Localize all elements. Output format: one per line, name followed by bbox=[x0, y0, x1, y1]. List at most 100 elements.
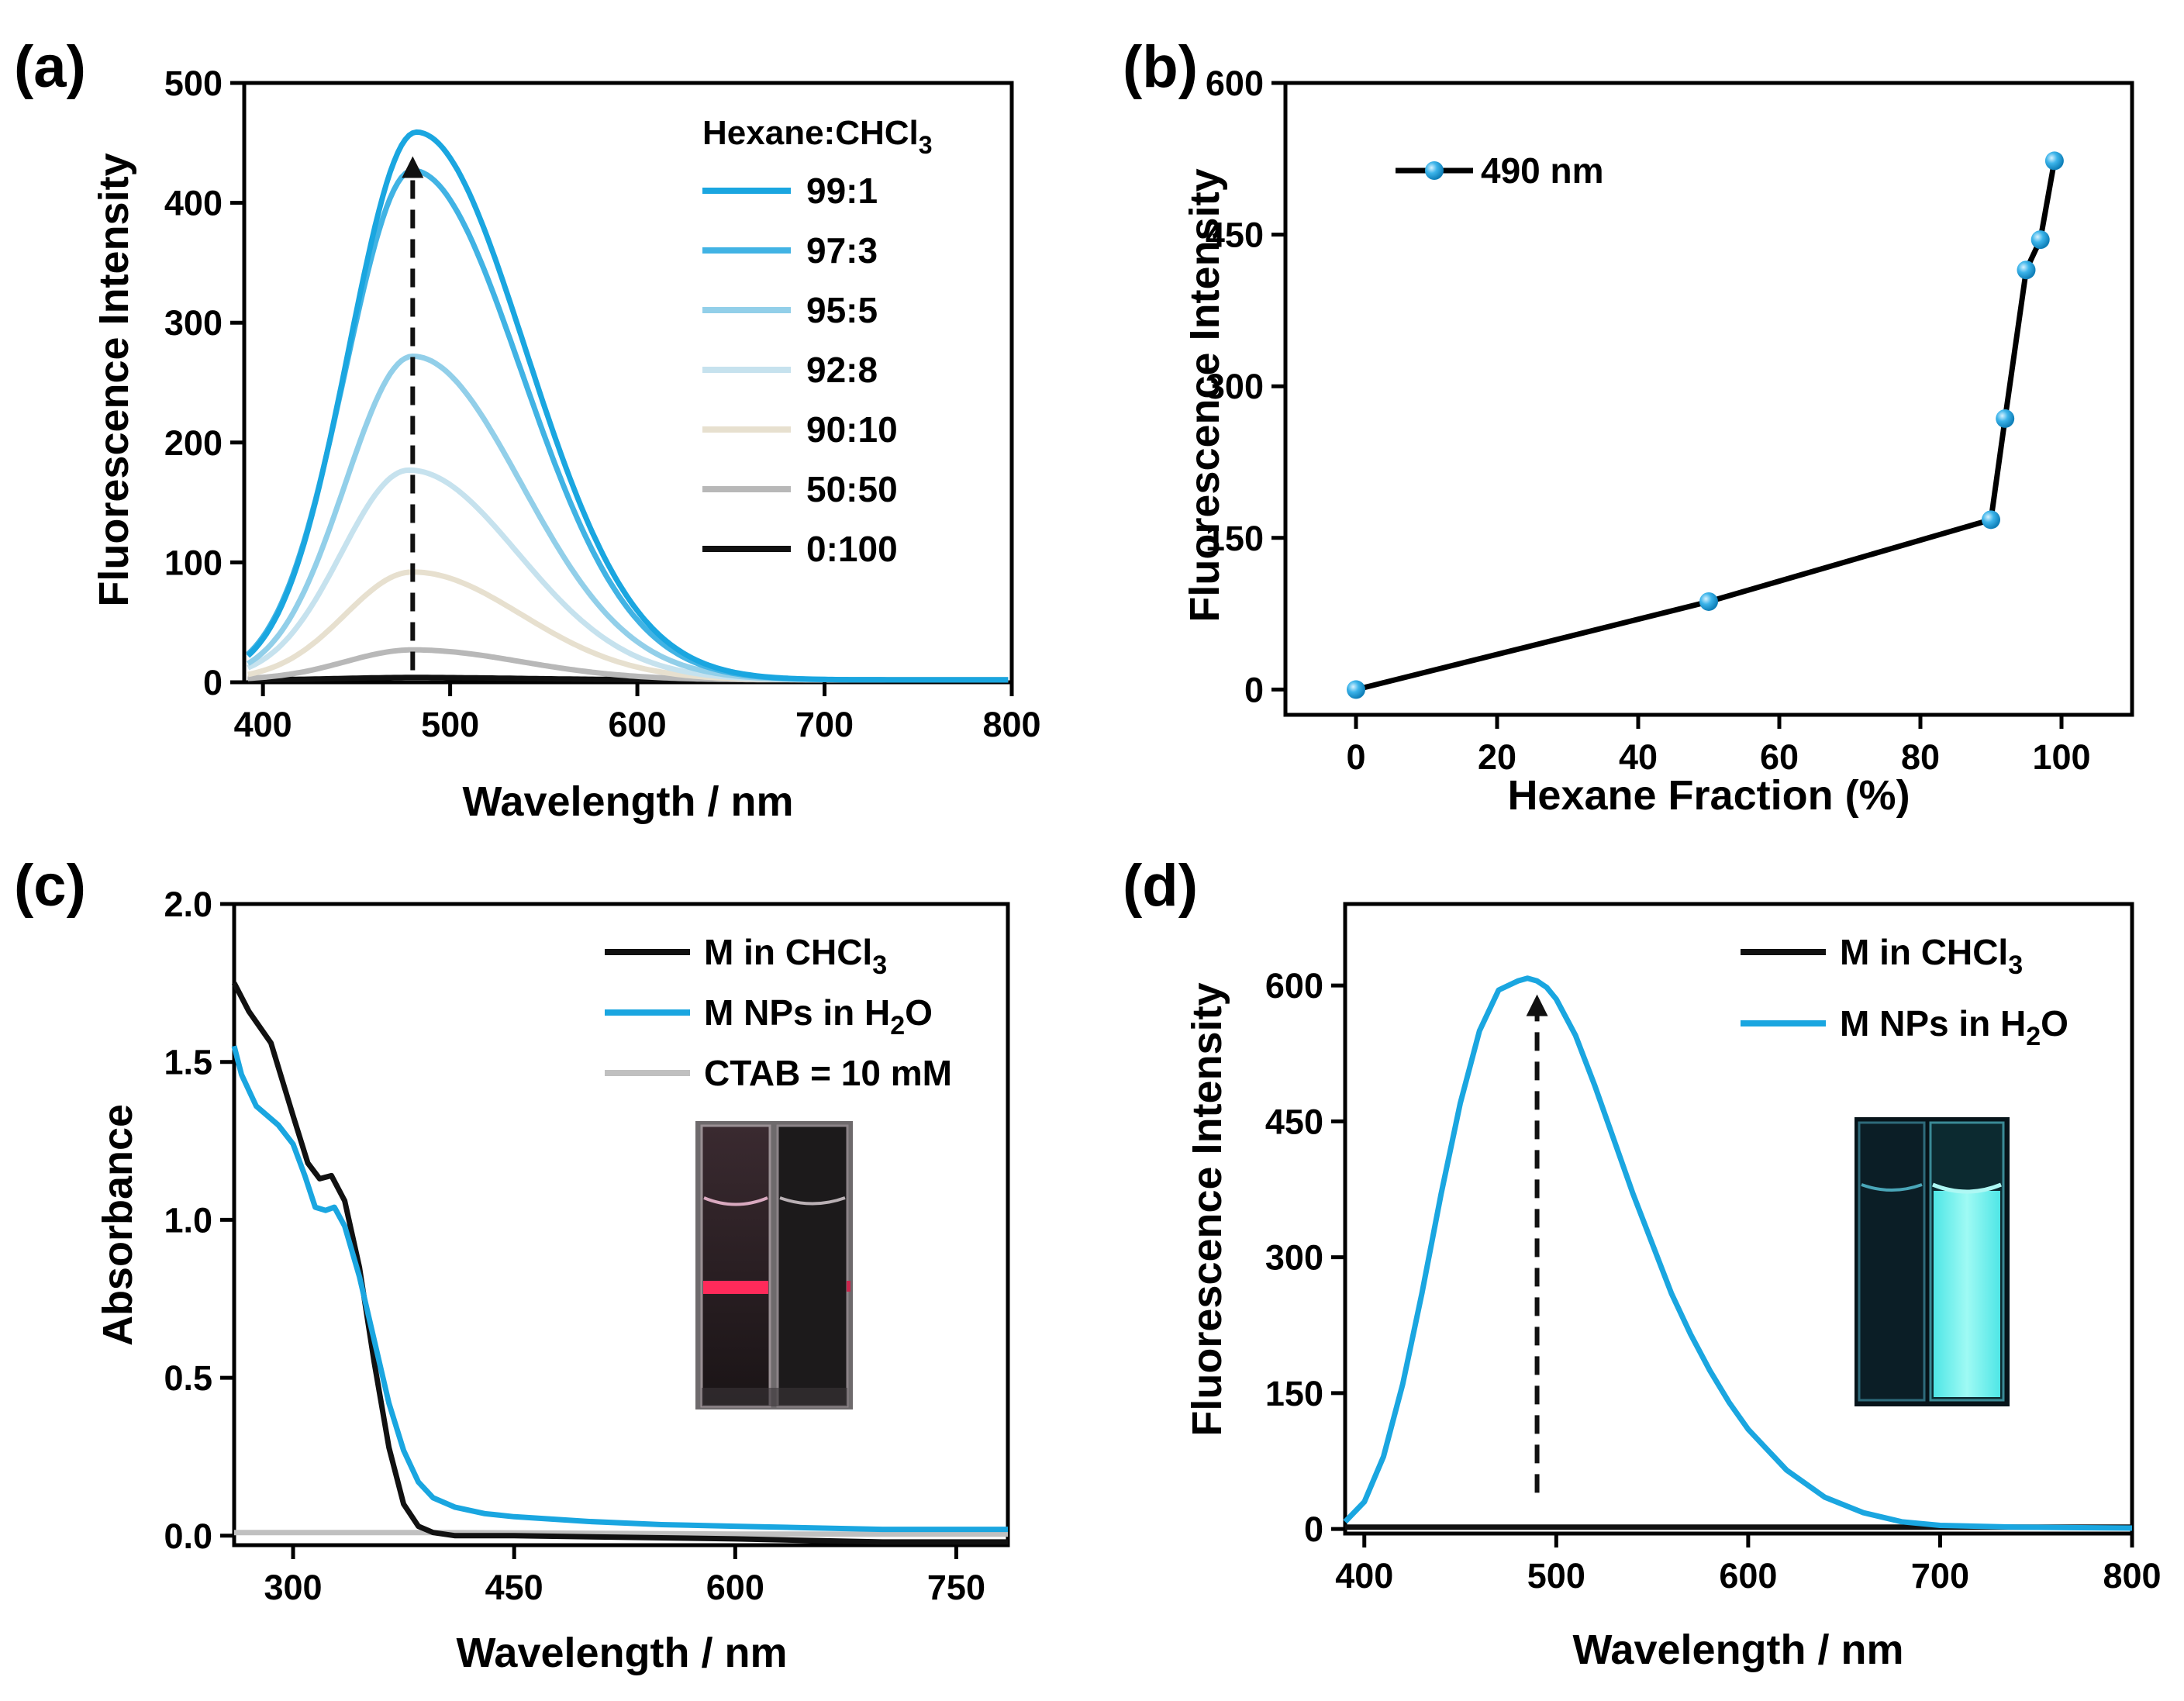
panel-d-y-tick-label: 150 bbox=[1265, 1374, 1323, 1413]
panel-d-legend-label: M in CHCl3 bbox=[1840, 932, 2023, 980]
panel-c-legend-label-main: CTAB = 10 mM bbox=[704, 1053, 952, 1093]
panel-c-y-tick-label: 0.5 bbox=[164, 1358, 212, 1398]
panel-c-legend: M in CHCl3 M NPs in H2O CTAB = 10 mM bbox=[605, 932, 952, 1093]
panel-d-inset-photo bbox=[1855, 1117, 2010, 1406]
panel-c-legend-label: CTAB = 10 mM bbox=[704, 1053, 952, 1093]
panel-b-x-tick-label: 40 bbox=[1619, 737, 1658, 777]
panel-c-legend-label-subscript: 2 bbox=[890, 1011, 905, 1040]
panel-a-legend-label: 92:8 bbox=[806, 350, 878, 390]
panel-c-y-tick-label: 0.0 bbox=[164, 1516, 212, 1556]
panel-b-series-group bbox=[1347, 151, 2064, 699]
panel-d-legend-label-suffix: O bbox=[2041, 1003, 2068, 1044]
panel-a-arrow-head bbox=[402, 156, 424, 178]
panel-b-y-tick-label: 150 bbox=[1206, 519, 1264, 558]
panel-c-laser-beam-edge bbox=[847, 1281, 850, 1292]
panel-c-photo-base bbox=[702, 1388, 847, 1406]
panel-c-plot-frame bbox=[232, 902, 1010, 1547]
panel-a-y-tick-label: 500 bbox=[164, 64, 223, 103]
panel-a-x-axis-title: Wavelength / nm bbox=[462, 778, 793, 825]
panel-a-y-axis-title: Fluorescence Intensity bbox=[91, 153, 137, 606]
panel-d-x-tick-label: 700 bbox=[1911, 1556, 1969, 1596]
panel-d-cuvette-left bbox=[1858, 1121, 1926, 1402]
panel-c-series-line-0 bbox=[231, 982, 1008, 1545]
panel-a-legend-title-subscript: 3 bbox=[919, 131, 933, 159]
panel-b-y-axis-title: Fluorescence Intensity bbox=[1182, 168, 1228, 622]
panel-a-x-tick-label: 800 bbox=[982, 705, 1040, 744]
panel-c-y-tick-label: 2.0 bbox=[164, 885, 212, 924]
panel-c-x-tick-label: 450 bbox=[485, 1568, 543, 1607]
panel-c-legend-label-main: M in CHCl bbox=[704, 932, 872, 972]
panel-d-legend-label-main: M NPs in H bbox=[1840, 1003, 2026, 1044]
panel-d-y-axis-title: Fluorescence Intensity bbox=[1184, 982, 1230, 1436]
panel-b-data-point bbox=[1982, 510, 2000, 530]
panel-c-y-axis-title: Absorbance bbox=[95, 1104, 141, 1346]
panel-a-legend-label: 95:5 bbox=[806, 290, 878, 330]
panel-d-x-axis-title: Wavelength / nm bbox=[1572, 1627, 1903, 1673]
panel-d-y-tick-label: 450 bbox=[1265, 1102, 1323, 1141]
panel-c-y-tick-label: 1.5 bbox=[164, 1043, 212, 1082]
panel-b-data-point bbox=[2044, 151, 2064, 171]
panel-c-meniscus-right bbox=[779, 1196, 846, 1206]
panel-b-y-tick-label: 0 bbox=[1244, 670, 1264, 709]
panel-c-x-axis-title: Wavelength / nm bbox=[456, 1630, 787, 1676]
panel-a-x-tick-label: 700 bbox=[795, 705, 854, 744]
panel-d-glowing-solution bbox=[1934, 1191, 2000, 1397]
panel-c-series-line-2 bbox=[234, 1530, 1008, 1537]
panel-b-x-tick-label: 20 bbox=[1478, 737, 1516, 777]
panel-a-legend-label: 97:3 bbox=[806, 230, 878, 271]
panel-b-x-tick-label: 0 bbox=[1346, 737, 1365, 777]
panel-d-y-tick-label: 300 bbox=[1265, 1238, 1323, 1278]
panel-a-label: (a) bbox=[14, 34, 86, 100]
panel-a-y-tick-label: 100 bbox=[164, 543, 223, 582]
panel-d-meniscus-right bbox=[1932, 1182, 2002, 1194]
panel-d-legend: M in CHCl3 M NPs in H2O bbox=[1741, 932, 2068, 1051]
panel-b-x-axis-title: Hexane Fraction (%) bbox=[1507, 772, 1910, 819]
panel-b-legend: 490 nm bbox=[1396, 150, 1604, 191]
panel-c-cuvette-left bbox=[700, 1124, 771, 1408]
panel-c-series-group bbox=[231, 982, 1008, 1545]
panel-d-arrow-head bbox=[1526, 994, 1548, 1016]
panel-a: (a) 400 500 600 700 800 0 100 200 300 400 500 Wave… bbox=[14, 34, 1041, 825]
panel-b-legend-marker bbox=[1425, 161, 1444, 180]
panel-c-inset-photo bbox=[695, 1121, 853, 1409]
panel-a-y-tick-label: 300 bbox=[164, 303, 223, 343]
panel-d-x-tick-label: 600 bbox=[1719, 1556, 1777, 1596]
panel-b-series-line bbox=[1355, 160, 2058, 692]
panel-b-ticks: 0 20 40 60 80 100 0 150 300 450 600 bbox=[1206, 64, 2091, 777]
panel-d-y-tick-label: 600 bbox=[1265, 966, 1323, 1006]
panel-a-series-line-90-10 bbox=[247, 569, 1009, 683]
panel-c-x-tick-label: 750 bbox=[927, 1568, 985, 1607]
panel-a-x-tick-label: 400 bbox=[234, 705, 292, 744]
panel-a-y-tick-label: 200 bbox=[164, 423, 223, 463]
panel-d-series-group bbox=[1343, 975, 2133, 1531]
panel-a-legend: Hexane:CHCl3 99:1 97:3 95:5 92:8 90:10 50:50 0… bbox=[702, 114, 933, 569]
panel-d-x-tick-label: 500 bbox=[1527, 1556, 1585, 1596]
panel-d-plot-frame bbox=[1343, 902, 2134, 1536]
panel-c-label: (c) bbox=[14, 853, 86, 919]
panel-c: (c) 300 450 600 750 0.0 0.5 1.0 1.5 2.0 Waveleng… bbox=[14, 853, 1010, 1676]
panel-b-y-tick-label: 600 bbox=[1206, 64, 1264, 103]
panel-a-x-tick-label: 600 bbox=[609, 705, 667, 744]
panel-a-legend-title-main: Hexane:CHCl bbox=[702, 114, 919, 152]
panel-b: (b) 0 20 40 60 80 100 0 150 300 450 600 Hexane Fra… bbox=[1123, 34, 2134, 819]
panel-b-y-tick-label: 300 bbox=[1206, 367, 1264, 406]
panel-a-plot-frame bbox=[242, 81, 1014, 685]
panel-b-data-point bbox=[1699, 592, 1718, 611]
panel-a-legend-title: Hexane:CHCl3 bbox=[702, 114, 933, 159]
panel-c-x-tick-label: 300 bbox=[264, 1568, 322, 1607]
panel-d-series-line-1 bbox=[1343, 975, 2133, 1531]
panel-b-x-tick-label: 60 bbox=[1760, 737, 1799, 777]
panel-d-legend-label-subscript: 3 bbox=[2008, 951, 2023, 980]
panel-d-legend-label: M NPs in H2O bbox=[1840, 1003, 2068, 1051]
panel-c-y-tick-label: 1.0 bbox=[164, 1200, 212, 1240]
panel-b-y-tick-label: 450 bbox=[1206, 216, 1264, 255]
panel-b-x-tick-label: 100 bbox=[2032, 737, 2090, 777]
panel-c-legend-label-main: M NPs in H bbox=[704, 992, 890, 1033]
panel-d-legend-label-subscript: 2 bbox=[2026, 1022, 2041, 1051]
panel-c-laser-beam-left bbox=[703, 1281, 768, 1294]
panel-d-x-tick-label: 400 bbox=[1335, 1556, 1393, 1596]
panel-d-x-tick-label: 800 bbox=[2103, 1556, 2161, 1596]
panel-a-series-group bbox=[246, 129, 1009, 683]
panel-d-ticks: 400 500 600 700 800 0 150 300 450 600 bbox=[1265, 966, 2162, 1596]
panel-a-ticks: 400 500 600 700 800 0 100 200 300 400 500 bbox=[164, 64, 1041, 744]
